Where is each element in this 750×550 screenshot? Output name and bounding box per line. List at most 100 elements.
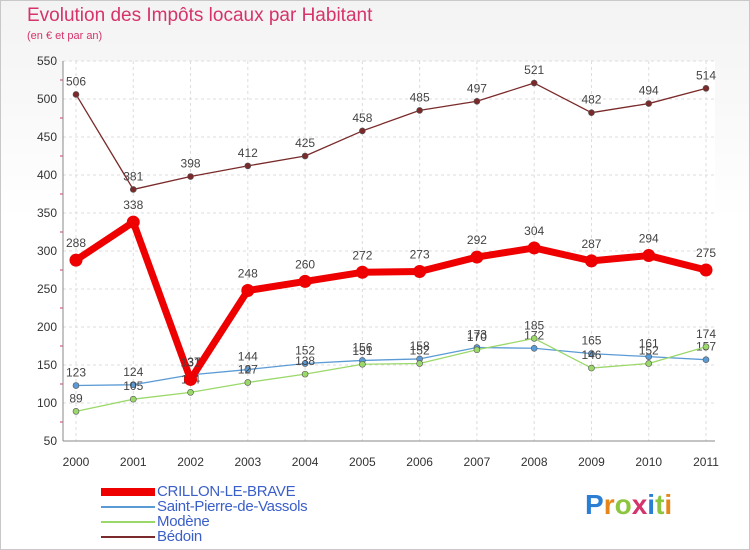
data-point-crillon-le-brave [298, 274, 312, 288]
data-point-crillon-le-brave [584, 254, 598, 268]
data-label-mod-ne: 170 [467, 330, 487, 344]
y-tick-label: 200 [37, 320, 57, 334]
x-tick-label: 2001 [120, 455, 147, 469]
data-point-mod-ne [72, 408, 80, 415]
data-label-saint-pierre-de-vassols: 156 [352, 340, 372, 354]
series-line-crillon-le-brave [74, 218, 707, 383]
data-label-b-doin: 398 [181, 157, 201, 171]
data-label-saint-pierre-de-vassols: 158 [410, 339, 430, 353]
chart-subtitle: (en € et par an) [27, 30, 103, 42]
x-tick-label: 2006 [406, 455, 433, 469]
data-label-crillon-le-brave: 260 [295, 257, 315, 271]
data-point-b-doin [187, 173, 194, 180]
data-point-mod-ne [702, 343, 710, 351]
data-point-crillon-le-brave [527, 241, 541, 255]
data-label-crillon-le-brave: 287 [581, 237, 601, 251]
data-point-saint-pierre-de-vassols [645, 353, 653, 360]
series-line-mod-ne [75, 337, 707, 412]
data-label-crillon-le-brave: 272 [352, 248, 372, 262]
data-point-saint-pierre-de-vassols [588, 350, 595, 357]
data-point-mod-ne [301, 370, 309, 378]
data-point-saint-pierre-de-vassols [244, 366, 252, 373]
data-label-mod-ne: 146 [581, 348, 601, 362]
data-label-crillon-le-brave: 288 [66, 236, 86, 250]
data-point-crillon-le-brave [126, 215, 140, 229]
data-label-b-doin: 412 [238, 146, 258, 160]
data-point-mod-ne [473, 346, 481, 354]
data-point-mod-ne [645, 360, 653, 367]
y-tick-label: 350 [37, 206, 57, 220]
data-label-mod-ne: 174 [696, 327, 716, 341]
y-tick-label: 100 [37, 396, 57, 410]
data-point-mod-ne [530, 335, 538, 342]
legend-swatch-b-doin [101, 536, 155, 538]
legend-swatch-crillon-le-brave [101, 488, 155, 496]
legend-label-b-doin: Bédoin [157, 528, 202, 545]
y-tick-label: 250 [37, 282, 57, 296]
y-tick-label: 150 [37, 358, 57, 372]
data-point-b-doin [359, 127, 366, 135]
data-point-b-doin [416, 107, 423, 114]
legend-label-crillon-le-brave: CRILLON-LE-BRAVE [157, 483, 296, 500]
series-line-saint-pierre-de-vassols [75, 346, 707, 387]
data-point-b-doin [473, 97, 481, 105]
x-tick-label: 2009 [578, 455, 605, 469]
legend-swatch-saint-pierre-de-vassols [101, 506, 155, 508]
data-label-b-doin: 381 [123, 169, 143, 183]
data-label-crillon-le-brave: 273 [410, 248, 430, 262]
legend-label-saint-pierre-de-vassols: Saint-Pierre-de-Vassols [157, 498, 308, 515]
data-point-b-doin [588, 109, 595, 116]
data-point-crillon-le-brave [470, 250, 484, 264]
data-point-b-doin [645, 100, 653, 107]
data-point-saint-pierre-de-vassols [702, 356, 710, 363]
data-point-crillon-le-brave [241, 284, 255, 298]
x-tick-label: 2004 [292, 455, 319, 469]
data-label-crillon-le-brave: 294 [639, 232, 659, 246]
logo-letter: i [664, 489, 673, 520]
data-point-saint-pierre-de-vassols [129, 381, 137, 389]
data-point-b-doin [702, 85, 710, 92]
data-label-saint-pierre-de-vassols: 173 [467, 328, 487, 342]
proxiti-logo: Proxiti [585, 489, 672, 521]
logo-letter: r [603, 489, 615, 520]
data-label-mod-ne: 105 [123, 379, 143, 393]
data-label-b-doin: 497 [467, 81, 487, 95]
data-point-b-doin [72, 91, 80, 98]
data-label-crillon-le-brave: 131 [181, 355, 201, 369]
data-point-saint-pierre-de-vassols [301, 360, 309, 367]
data-label-b-doin: 506 [66, 74, 86, 88]
x-tick-label: 2000 [63, 455, 90, 469]
y-tick-label: 400 [37, 168, 57, 182]
data-label-mod-ne: 152 [410, 343, 430, 357]
data-label-mod-ne: 138 [295, 354, 315, 368]
logo-letter: o [614, 489, 632, 520]
data-point-b-doin [244, 162, 252, 170]
data-label-crillon-le-brave: 338 [123, 198, 143, 212]
data-point-mod-ne [359, 360, 366, 368]
data-label-mod-ne: 152 [639, 343, 659, 357]
data-point-mod-ne [244, 379, 252, 386]
data-label-crillon-le-brave: 275 [696, 246, 716, 260]
y-tick-label: 550 [37, 54, 57, 68]
data-point-b-doin [301, 152, 309, 160]
data-label-mod-ne: 127 [238, 362, 258, 376]
data-point-mod-ne [416, 360, 423, 367]
logo-letter: t [655, 489, 665, 520]
data-label-saint-pierre-de-vassols: 144 [238, 350, 258, 364]
y-tick-label: 500 [37, 92, 57, 106]
x-tick-label: 2011 [693, 455, 719, 469]
data-label-saint-pierre-de-vassols: 161 [639, 337, 659, 351]
x-tick-label: 2007 [464, 455, 491, 469]
data-point-crillon-le-brave [642, 249, 656, 263]
data-point-saint-pierre-de-vassols [72, 382, 80, 389]
data-point-crillon-le-brave [355, 265, 369, 279]
x-tick-label: 2008 [521, 455, 548, 469]
data-label-mod-ne: 185 [524, 318, 544, 332]
data-label-saint-pierre-de-vassols: 152 [295, 343, 315, 357]
x-tick-label: 2010 [635, 455, 662, 469]
logo-letter: x [631, 489, 648, 520]
data-label-b-doin: 485 [410, 90, 430, 104]
y-tick-label: 450 [37, 130, 57, 144]
logo-letter: i [647, 489, 656, 520]
